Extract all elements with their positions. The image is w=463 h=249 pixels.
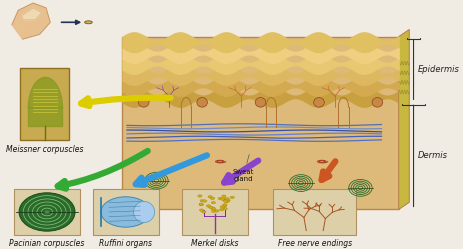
FancyBboxPatch shape <box>93 188 158 235</box>
Ellipse shape <box>225 200 229 203</box>
Ellipse shape <box>222 195 226 197</box>
Ellipse shape <box>372 98 383 107</box>
Ellipse shape <box>220 198 225 200</box>
Ellipse shape <box>211 201 215 204</box>
Ellipse shape <box>200 209 204 211</box>
Text: Free nerve endings: Free nerve endings <box>278 239 352 248</box>
Polygon shape <box>122 37 399 209</box>
Ellipse shape <box>215 210 219 212</box>
Text: Ruffini organs: Ruffini organs <box>99 239 152 248</box>
Ellipse shape <box>200 200 204 202</box>
Ellipse shape <box>202 211 206 213</box>
Polygon shape <box>23 8 42 20</box>
Ellipse shape <box>225 198 229 200</box>
Ellipse shape <box>133 201 155 223</box>
Ellipse shape <box>85 21 92 24</box>
Ellipse shape <box>218 197 222 200</box>
Ellipse shape <box>222 198 226 200</box>
Ellipse shape <box>19 193 75 231</box>
Ellipse shape <box>230 196 234 198</box>
Ellipse shape <box>44 211 50 213</box>
Ellipse shape <box>197 98 207 107</box>
Ellipse shape <box>209 206 213 208</box>
Ellipse shape <box>222 205 226 207</box>
Ellipse shape <box>219 208 224 211</box>
Ellipse shape <box>223 208 227 210</box>
Ellipse shape <box>212 208 216 210</box>
Ellipse shape <box>211 207 215 209</box>
Ellipse shape <box>199 203 203 205</box>
Ellipse shape <box>101 197 150 227</box>
Ellipse shape <box>220 206 225 208</box>
Text: Merkel disks: Merkel disks <box>191 239 238 248</box>
Polygon shape <box>12 3 50 39</box>
Ellipse shape <box>313 98 324 107</box>
Ellipse shape <box>138 98 149 107</box>
Polygon shape <box>399 29 409 209</box>
FancyBboxPatch shape <box>273 188 356 235</box>
Ellipse shape <box>198 195 202 197</box>
Ellipse shape <box>206 205 211 207</box>
FancyBboxPatch shape <box>182 188 248 235</box>
Ellipse shape <box>199 203 203 206</box>
Text: Epidermis: Epidermis <box>418 65 460 74</box>
Ellipse shape <box>226 199 230 202</box>
Text: Sweat
gland: Sweat gland <box>233 155 254 182</box>
FancyBboxPatch shape <box>20 68 69 140</box>
FancyBboxPatch shape <box>14 188 80 235</box>
Ellipse shape <box>210 197 215 199</box>
Ellipse shape <box>203 200 207 202</box>
Ellipse shape <box>255 98 266 107</box>
Ellipse shape <box>223 204 227 206</box>
Ellipse shape <box>208 196 212 198</box>
Text: Dermis: Dermis <box>418 151 448 160</box>
Text: Meissner corpuscles: Meissner corpuscles <box>6 145 84 154</box>
Text: Pacinian corpuscles: Pacinian corpuscles <box>9 239 85 248</box>
Ellipse shape <box>223 200 228 202</box>
Ellipse shape <box>212 210 216 212</box>
